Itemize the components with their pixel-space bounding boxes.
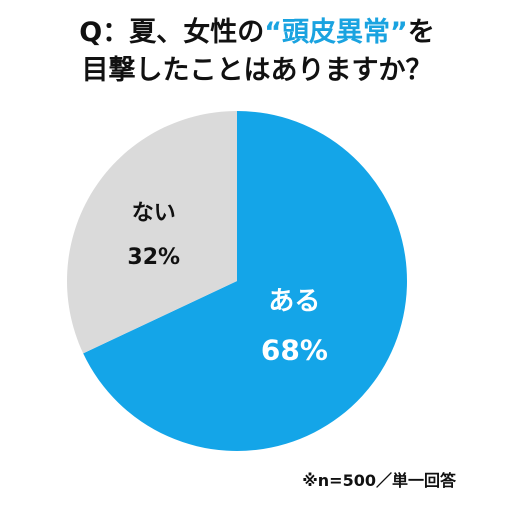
title-suffix: を [407, 17, 435, 48]
title-line-2: 目撃したことはありますか？ [81, 55, 433, 86]
chart-title: Q：夏、女性の“頭皮異常”を 目撃したことはありますか？ [0, 14, 514, 90]
pie-slice-1 [66, 111, 238, 354]
footnote: ※n=500／単一回答 [302, 471, 456, 490]
title-highlight: “頭皮異常” [264, 17, 408, 48]
title-prefix: Q：夏、女性の [79, 17, 265, 48]
pie-slice-0 [83, 111, 408, 451]
slice-label-0: ある [268, 286, 320, 316]
title-line-1: Q：夏、女性の“頭皮異常”を [0, 14, 514, 52]
slice-value-0: 68% [261, 333, 328, 366]
slice-value-1: 32% [127, 245, 180, 270]
slice-label-1: ない [132, 201, 176, 226]
